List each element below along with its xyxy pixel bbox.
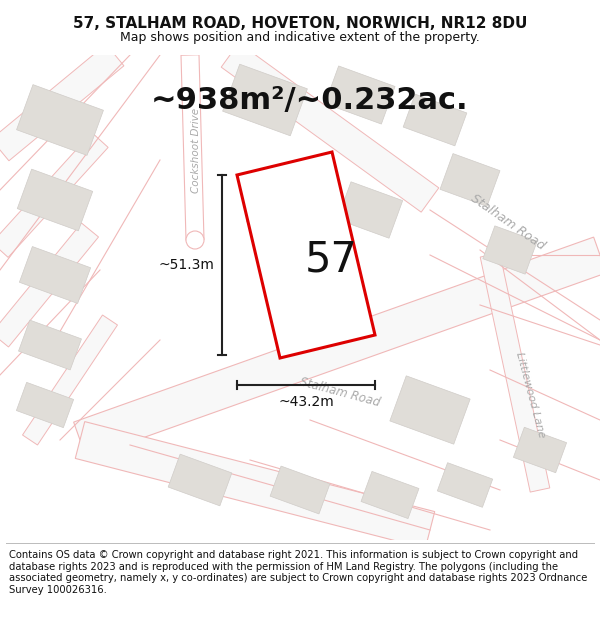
Text: Contains OS data © Crown copyright and database right 2021. This information is : Contains OS data © Crown copyright and d… xyxy=(9,550,587,595)
Polygon shape xyxy=(16,382,74,428)
Text: 57, STALHAM ROAD, HOVETON, NORWICH, NR12 8DU: 57, STALHAM ROAD, HOVETON, NORWICH, NR12… xyxy=(73,16,527,31)
Polygon shape xyxy=(325,66,395,124)
Polygon shape xyxy=(337,182,403,238)
Polygon shape xyxy=(247,179,314,241)
Polygon shape xyxy=(221,43,439,212)
Text: ~938m²/~0.232ac.: ~938m²/~0.232ac. xyxy=(151,86,469,114)
Polygon shape xyxy=(440,154,500,206)
Text: ~51.3m: ~51.3m xyxy=(158,258,214,272)
Polygon shape xyxy=(270,466,330,514)
Polygon shape xyxy=(75,422,435,548)
Polygon shape xyxy=(437,462,493,508)
Text: Stalham Road: Stalham Road xyxy=(469,192,547,253)
Text: Cockshoot Drive: Cockshoot Drive xyxy=(191,107,201,192)
Polygon shape xyxy=(181,55,204,240)
Polygon shape xyxy=(23,315,118,445)
Polygon shape xyxy=(361,471,419,519)
Polygon shape xyxy=(0,132,108,258)
Polygon shape xyxy=(223,64,307,136)
Text: 57: 57 xyxy=(305,239,358,281)
Polygon shape xyxy=(17,84,103,156)
Polygon shape xyxy=(390,376,470,444)
Polygon shape xyxy=(237,152,375,358)
Circle shape xyxy=(186,231,204,249)
Text: ~43.2m: ~43.2m xyxy=(278,395,334,409)
Polygon shape xyxy=(514,428,566,472)
Text: Stalham Road: Stalham Road xyxy=(298,375,382,409)
Polygon shape xyxy=(403,94,467,146)
Polygon shape xyxy=(19,320,82,370)
Polygon shape xyxy=(0,44,124,161)
Polygon shape xyxy=(0,223,98,347)
Polygon shape xyxy=(480,253,550,492)
Polygon shape xyxy=(74,237,600,458)
Polygon shape xyxy=(19,246,91,304)
Polygon shape xyxy=(17,169,93,231)
Polygon shape xyxy=(483,226,537,274)
Polygon shape xyxy=(168,454,232,506)
Text: Littlewood Lane: Littlewood Lane xyxy=(514,351,546,439)
Text: Map shows position and indicative extent of the property.: Map shows position and indicative extent… xyxy=(120,31,480,44)
